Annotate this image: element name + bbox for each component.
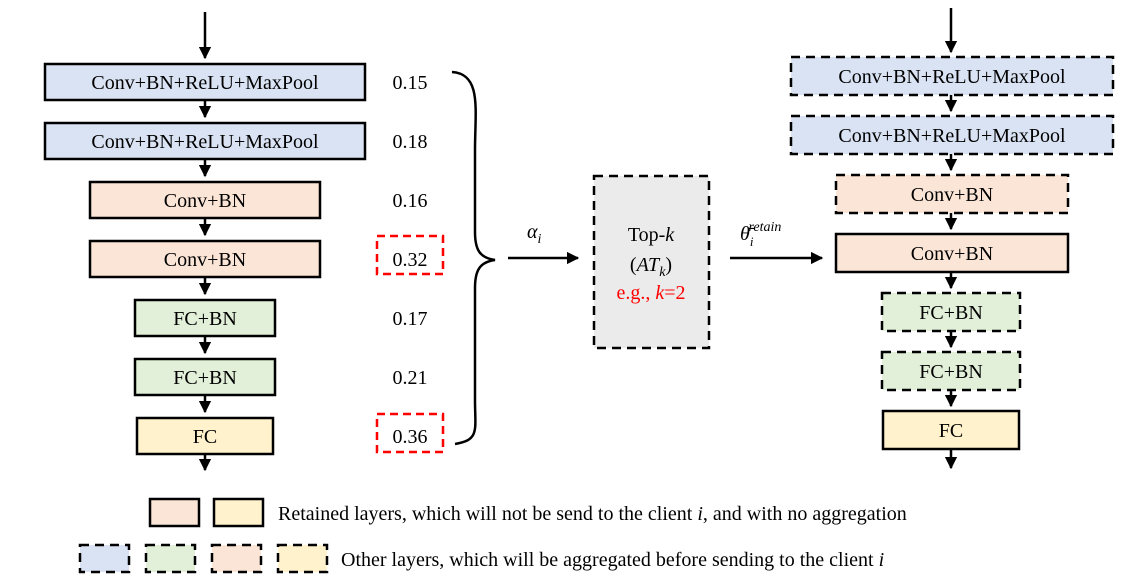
left-layer-6-label: FC+BN (173, 367, 237, 389)
left-layer-7-box (135, 416, 275, 456)
left-layer-3-label: Conv+BN (164, 190, 246, 212)
left-layer-6-weight: 0.21 (393, 367, 428, 389)
topk-example: e.g., k=2 (616, 282, 685, 304)
left-layer-1-weight: 0.15 (393, 72, 428, 94)
left-layer-7-label: FC (193, 426, 217, 448)
alpha-label: αi (527, 221, 542, 247)
left-layer-stack: Conv+BN+ReLU+MaxPool 0.15 Conv+BN+ReLU+M… (43, 12, 445, 472)
right-layer-2-box (789, 114, 1115, 156)
left-layer-5-weight: 0.17 (393, 308, 428, 330)
topk-function: (ATk) (630, 254, 672, 280)
right-layer-2-label: Conv+BN+ReLU+MaxPool (838, 125, 1066, 147)
left-layer-5-box (133, 298, 277, 338)
right-layer-5-label: FC+BN (919, 302, 983, 324)
right-layer-4-box (834, 232, 1070, 274)
right-layer-6-label: FC+BN (919, 361, 983, 383)
left-layer-2-weight: 0.18 (393, 131, 428, 153)
left-layer-2-box (43, 121, 367, 161)
weights-brace (451, 70, 496, 446)
right-layer-4-label: Conv+BN (911, 243, 993, 265)
right-layer-1-box (789, 55, 1115, 97)
theta-label: θ̄iretain (740, 220, 781, 249)
left-layer-3-box (88, 180, 322, 220)
legend-other-swatch-1 (78, 543, 131, 574)
left-layer-7-weight: 0.36 (393, 426, 428, 448)
right-layer-stack: Conv+BN+ReLU+MaxPool Conv+BN+ReLU+MaxPoo… (789, 8, 1115, 470)
legend-other-text: Other layers, which will be aggregated b… (341, 549, 884, 571)
legend-other-swatch-2 (144, 543, 197, 574)
left-layer-4-label: Conv+BN (164, 249, 246, 271)
left-layer-5-label: FC+BN (173, 308, 237, 330)
legend: Retained layers, which will not be send … (78, 497, 907, 574)
right-layer-7-label: FC (939, 420, 963, 442)
right-layer-5-box (880, 291, 1022, 333)
topk-title: Top-k (628, 224, 675, 246)
left-layer-2-label: Conv+BN+ReLU+MaxPool (91, 131, 319, 153)
selected-weight-box-1 (375, 234, 445, 276)
right-layer-1-label: Conv+BN+ReLU+MaxPool (838, 66, 1066, 88)
legend-retained-swatch-1 (148, 497, 201, 528)
legend-retained-swatch-2 (212, 497, 265, 528)
right-layer-7-box (881, 409, 1021, 451)
topk-box: Top-k (ATk) e.g., k=2 (592, 174, 711, 350)
right-layer-3-box (834, 173, 1070, 215)
topk-box-frame (592, 174, 711, 350)
legend-other-swatch-3 (210, 543, 263, 574)
left-layer-4-weight: 0.32 (393, 249, 428, 271)
legend-retained-text: Retained layers, which will not be send … (278, 503, 907, 525)
left-layer-3-weight: 0.16 (393, 190, 428, 212)
left-layer-6-box (133, 357, 277, 397)
right-layer-3-label: Conv+BN (911, 184, 993, 206)
legend-other-swatch-4 (276, 543, 329, 574)
selected-weight-box-2 (375, 412, 445, 454)
left-layer-1-label: Conv+BN+ReLU+MaxPool (91, 72, 319, 94)
